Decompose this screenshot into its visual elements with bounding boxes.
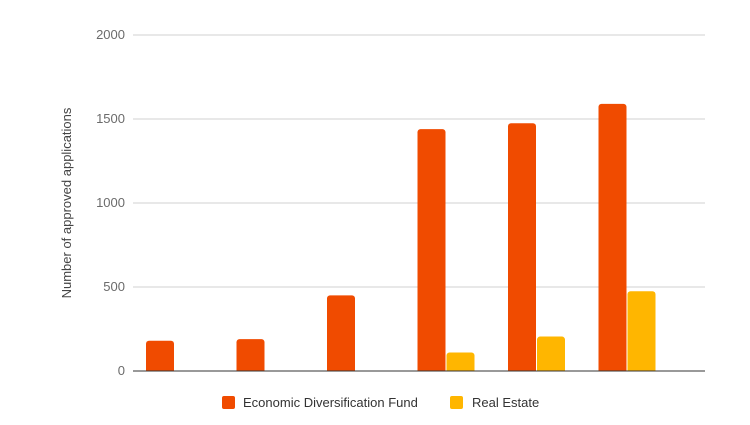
bar-real-estate (537, 336, 565, 371)
bars (146, 103, 656, 371)
bar-economic-diversification-fund (146, 340, 174, 371)
y-tick-label: 2000 (96, 27, 125, 42)
bar-real-estate (627, 291, 656, 371)
legend: Economic Diversification Fund Real Estate (222, 395, 539, 410)
y-axis-tick-labels: 0 500 1000 1500 2000 (96, 27, 125, 378)
legend-swatch (450, 396, 463, 409)
bar-economic-diversification-fund (417, 129, 446, 371)
legend-swatch (222, 396, 235, 409)
legend-label: Real Estate (472, 395, 539, 410)
y-tick-label: 0 (118, 363, 125, 378)
y-tick-label: 1500 (96, 111, 125, 126)
bar-economic-diversification-fund (327, 295, 355, 371)
legend-item-real-estate: Real Estate (450, 395, 539, 410)
legend-label: Economic Diversification Fund (243, 395, 418, 410)
bar-real-estate (446, 352, 475, 371)
y-tick-label: 500 (103, 279, 125, 294)
y-axis-title: Number of approved applications (59, 107, 74, 298)
y-tick-label: 1000 (96, 195, 125, 210)
bar-economic-diversification-fund (236, 339, 265, 371)
legend-item-economic-diversification-fund: Economic Diversification Fund (222, 395, 418, 410)
bar-economic-diversification-fund (598, 103, 627, 371)
bar-economic-diversification-fund (508, 123, 536, 371)
